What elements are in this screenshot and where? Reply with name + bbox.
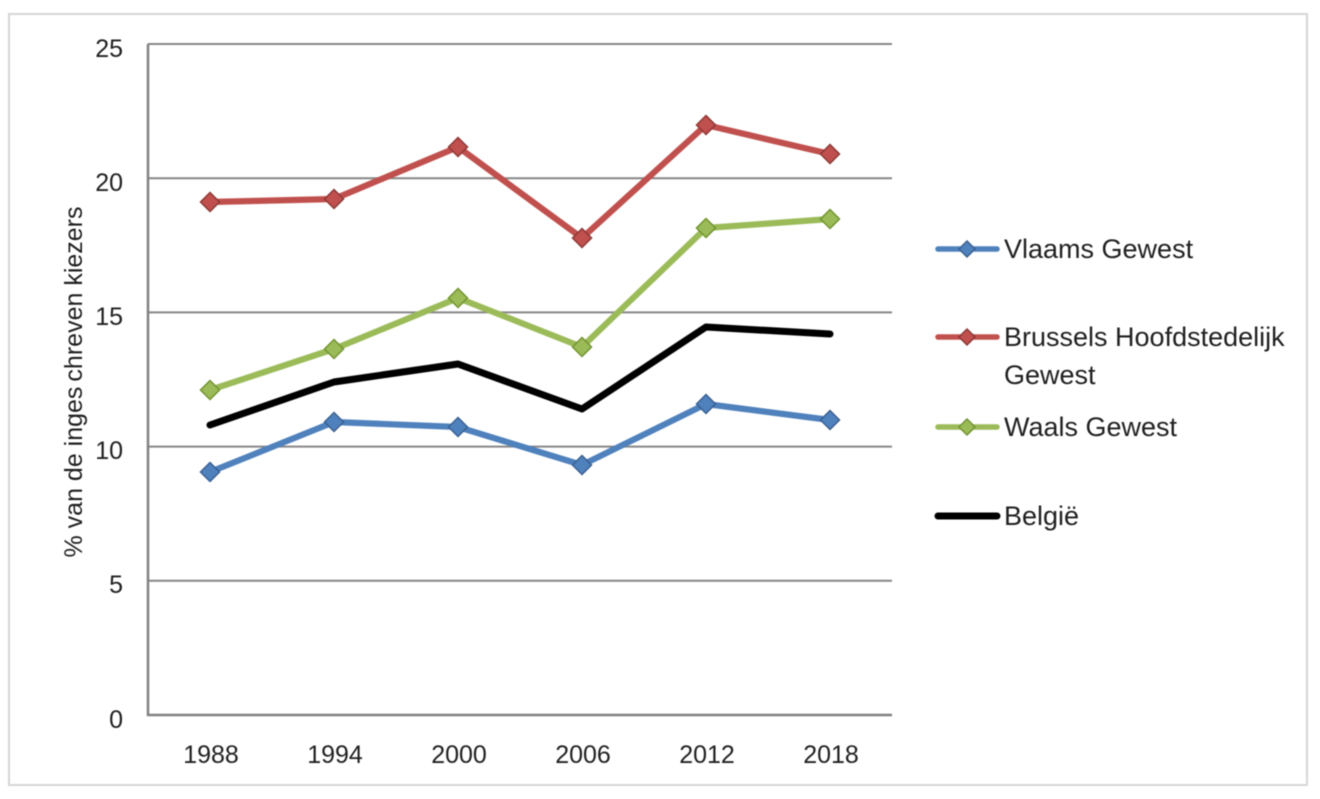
svg-text:15: 15 — [95, 303, 123, 331]
svg-text:25: 25 — [95, 35, 123, 63]
svg-text:2006: 2006 — [555, 741, 611, 769]
svg-text:20: 20 — [95, 169, 123, 197]
svg-text:2000: 2000 — [431, 741, 487, 769]
svg-text:2012: 2012 — [679, 741, 735, 769]
svg-text:5: 5 — [109, 571, 123, 599]
svg-text:1994: 1994 — [307, 741, 363, 769]
svg-text:% van de inges chreven kiezers: % van de inges chreven kiezers — [60, 206, 88, 557]
svg-text:0: 0 — [109, 706, 123, 734]
svg-text:Vlaams Gewest: Vlaams Gewest — [1004, 234, 1194, 264]
svg-text:België: België — [1004, 501, 1079, 531]
svg-text:2018: 2018 — [803, 741, 859, 769]
svg-text:Brussels Hoofdstedelijk: Brussels Hoofdstedelijk — [1004, 322, 1285, 352]
svg-text:1988: 1988 — [183, 741, 239, 769]
svg-text:Gewest: Gewest — [1004, 360, 1096, 390]
svg-text:Waals Gewest: Waals Gewest — [1004, 412, 1178, 442]
svg-text:10: 10 — [95, 437, 123, 465]
